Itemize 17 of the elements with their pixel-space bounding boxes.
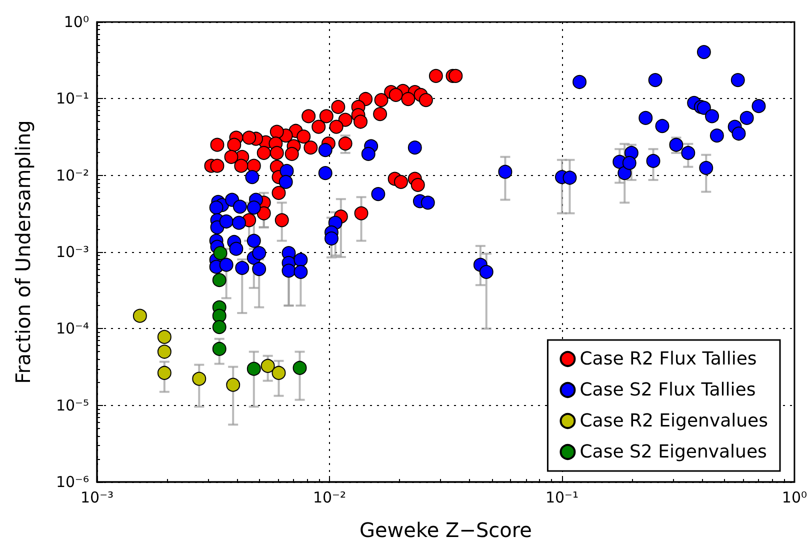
y-tick-label: 10⁻⁴ xyxy=(56,320,89,338)
legend-label: Case S2 Eigenvalues xyxy=(580,442,767,462)
legend-label: Case R2 Eigenvalues xyxy=(580,410,768,432)
x-tick-label: 10⁻³ xyxy=(80,488,114,506)
y-tick-label: 10⁻¹ xyxy=(56,90,89,108)
y-axis-title: Fraction of Undersampling xyxy=(11,120,35,384)
x-axis-title: Geweke Z−Score xyxy=(359,518,532,542)
x-tick-label: 10⁻¹ xyxy=(545,488,578,506)
legend-label: Case S2 Flux Tallies xyxy=(580,380,756,400)
x-tick-label: 10⁰ xyxy=(782,488,808,506)
y-tick-label: 10⁻³ xyxy=(56,243,89,261)
x-tick-label: 10⁻² xyxy=(312,488,346,506)
y-tick-label: 10⁻⁶ xyxy=(56,473,89,491)
y-tick-label: 10⁻⁵ xyxy=(56,396,89,414)
y-tick-label: 10⁰ xyxy=(64,13,89,31)
legend-label: Case R2 Flux Tallies xyxy=(580,348,757,370)
y-tick-label: 10⁻² xyxy=(56,166,89,184)
